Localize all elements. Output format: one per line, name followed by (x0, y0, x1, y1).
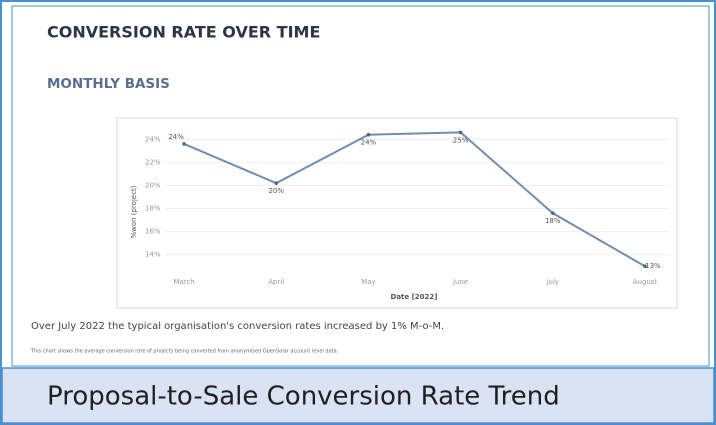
note: Over July 2022 the typical organisation'… (31, 321, 444, 332)
value-label: 24% (361, 139, 377, 147)
caption-band (1, 367, 715, 424)
x-tick-label: June (452, 278, 468, 286)
point (182, 142, 186, 146)
y-tick-label: 22% (145, 158, 161, 166)
value-label: 18% (545, 217, 561, 225)
value-label: 13% (645, 262, 661, 270)
x-tick-label: July (545, 278, 559, 286)
line (183, 131, 646, 268)
point (550, 211, 555, 215)
plot-box (116, 117, 678, 309)
subtitle: MONTHLY BASIS (47, 76, 170, 92)
caption: Proposal-to-Sale Conversion Rate Trend (47, 382, 560, 412)
y-tick-label: 20% (145, 181, 161, 189)
x-tick-label: March (173, 278, 194, 286)
x-tick-label: August (633, 278, 658, 286)
y-tick-label: 24% (145, 135, 161, 143)
x-tick-label: May (361, 278, 375, 286)
x-axis-label: Date [2022] (391, 293, 438, 301)
y-tick-label: 14% (145, 251, 161, 259)
point (366, 132, 371, 137)
y-axis-label: %won (project) (130, 185, 138, 238)
x-tick-label: April (268, 278, 284, 286)
footnote: This chart shows the average conversion … (30, 349, 339, 355)
point (458, 130, 463, 135)
y-tick-label: 16% (145, 228, 161, 236)
value-label: 25% (453, 136, 469, 144)
value-label: 24% (168, 133, 184, 141)
point (643, 264, 647, 269)
value-label: 20% (268, 187, 284, 195)
point (274, 181, 279, 185)
y-tick-label: 18% (145, 205, 161, 213)
chart-title: CONVERSION RATE OVER TIME (47, 23, 320, 42)
